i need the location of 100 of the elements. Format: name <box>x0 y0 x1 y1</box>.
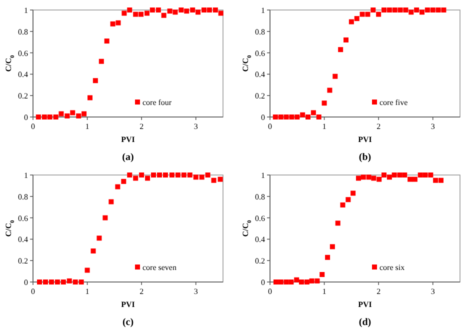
point <box>144 10 150 16</box>
x-tick-label: 2 <box>140 122 144 131</box>
point <box>288 280 294 284</box>
y-tick-label: 0.6 <box>255 48 265 58</box>
point <box>110 21 116 26</box>
point <box>278 114 284 120</box>
y-tick-label: 1 <box>24 171 28 180</box>
point <box>348 19 354 24</box>
y-tick-label: 0.6 <box>255 214 265 223</box>
point <box>346 197 351 202</box>
point <box>382 172 386 178</box>
point <box>330 244 335 250</box>
x-axis-title: PVI <box>358 300 372 309</box>
y-tick-label: 0.4 <box>18 235 28 244</box>
legend-label: core five <box>380 98 408 108</box>
point <box>64 113 70 118</box>
point <box>325 254 330 260</box>
point <box>273 280 278 284</box>
x-tick-label: 1 <box>322 122 326 131</box>
point <box>354 16 360 22</box>
x-tick-label: 0 <box>268 287 272 296</box>
point <box>289 114 294 120</box>
point <box>433 178 438 183</box>
point <box>344 37 348 42</box>
text: (b) <box>358 152 372 163</box>
point <box>428 172 434 178</box>
x-tick-label: 2 <box>376 122 381 131</box>
point <box>98 58 104 64</box>
y-tick-label: 0.2 <box>255 256 265 266</box>
x-tick-label: 0 <box>268 122 272 131</box>
point <box>90 248 96 254</box>
x-tick-label: 3 <box>194 287 198 296</box>
point <box>424 8 430 12</box>
point <box>37 280 42 284</box>
point <box>320 272 325 278</box>
point <box>78 280 84 284</box>
point <box>408 176 413 182</box>
point <box>420 10 424 15</box>
point <box>327 88 332 93</box>
legend-label: core four <box>142 98 172 108</box>
point <box>116 20 121 26</box>
y-tick-label: 0.2 <box>18 92 28 101</box>
y-tick-label: 0.8 <box>18 192 28 202</box>
point <box>133 176 138 181</box>
point <box>42 114 47 120</box>
point <box>294 277 300 282</box>
point <box>306 114 310 120</box>
point <box>184 8 190 14</box>
point <box>76 113 82 118</box>
x-tick-label: 0 <box>31 122 35 131</box>
point <box>441 8 446 12</box>
point <box>199 174 204 180</box>
x-tick-label: 1 <box>322 287 326 296</box>
point <box>284 114 289 120</box>
point <box>122 10 127 16</box>
point <box>386 8 392 12</box>
point <box>322 100 327 106</box>
point <box>392 172 397 178</box>
point <box>92 78 98 84</box>
point <box>365 12 370 17</box>
point <box>138 12 144 17</box>
point <box>169 172 174 178</box>
point <box>175 172 180 178</box>
point <box>115 184 120 190</box>
x-tick-label: 2 <box>376 287 381 296</box>
y-tick-label: 0.6 <box>18 214 28 223</box>
point <box>190 8 196 12</box>
point <box>36 114 41 120</box>
point <box>392 8 398 12</box>
point <box>422 172 428 178</box>
x-axis-title: PVI <box>121 300 135 309</box>
point <box>294 114 300 120</box>
point <box>196 10 201 15</box>
text: (c) <box>122 317 134 328</box>
y-tick-label: 0 <box>261 113 265 122</box>
y-tick-label: 0.6 <box>18 48 28 58</box>
point <box>382 8 386 12</box>
point <box>181 172 186 178</box>
y-tick-label: 1 <box>261 171 265 180</box>
point <box>193 174 198 180</box>
point <box>60 280 66 284</box>
point <box>42 280 48 284</box>
point <box>121 178 126 184</box>
point <box>314 278 320 284</box>
x-tick-label: 3 <box>430 287 435 296</box>
point <box>150 8 155 12</box>
y-tick-label: 0 <box>24 113 28 122</box>
point <box>72 280 78 284</box>
legend-label: core seven <box>142 263 176 272</box>
point <box>133 12 138 17</box>
point <box>397 172 402 178</box>
point <box>370 8 376 12</box>
point <box>205 172 210 178</box>
point <box>272 114 278 120</box>
point <box>187 172 192 178</box>
x-tick-label: 1 <box>85 287 90 296</box>
point <box>96 236 102 241</box>
point <box>139 172 144 178</box>
point <box>356 176 361 181</box>
y-tick-label: 1 <box>261 6 265 15</box>
